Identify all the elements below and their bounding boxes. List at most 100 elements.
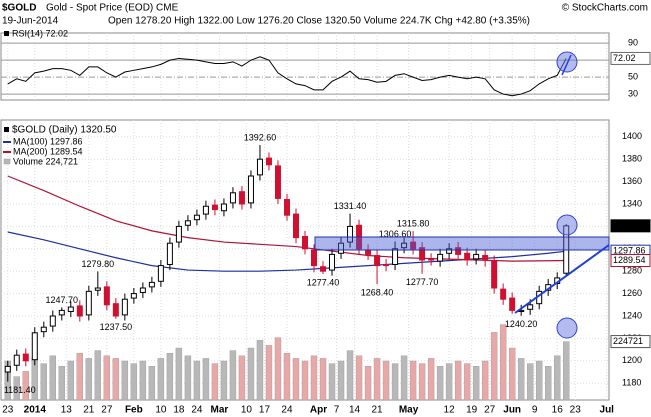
candle-body xyxy=(130,293,137,299)
x-tick-label: 12 xyxy=(444,405,456,416)
candle-body xyxy=(509,297,516,311)
volume-bar xyxy=(400,355,408,401)
x-tick-label: 16 xyxy=(552,405,564,416)
last-value-box xyxy=(610,219,651,233)
legend-entry: MA(200) 1289.54 xyxy=(13,146,83,156)
volume-bar xyxy=(85,358,93,401)
volume-bar xyxy=(274,337,282,401)
candle-body xyxy=(491,260,498,289)
candle-body xyxy=(247,175,254,204)
candle-body xyxy=(157,265,164,282)
volume-bar xyxy=(445,363,453,401)
candle-body xyxy=(374,255,381,267)
price-annotation: 1277.70 xyxy=(406,277,439,287)
price-annotation: 1237.50 xyxy=(100,322,133,332)
x-tick-label: 24 xyxy=(191,405,203,416)
candle-body xyxy=(446,248,453,254)
x-tick-label: 27 xyxy=(484,405,496,416)
x-tick-label: 14 xyxy=(349,405,361,416)
price-annotation: 1277.40 xyxy=(307,277,340,287)
candle-body xyxy=(58,309,65,316)
candle-body xyxy=(13,354,20,366)
rsi-line xyxy=(7,56,567,97)
candle-body xyxy=(67,306,74,313)
candle-body xyxy=(329,253,336,271)
volume-bar xyxy=(310,355,318,401)
x-tick-label: 10 xyxy=(155,405,167,416)
x-tick-label: 24 xyxy=(281,405,293,416)
volume-bar xyxy=(94,350,102,401)
highlight-circle xyxy=(556,317,578,339)
volume-bar xyxy=(427,358,435,401)
rsi-tick-label: 30 xyxy=(628,88,638,98)
volume-bar xyxy=(508,347,516,401)
candle-body xyxy=(229,192,236,204)
price-panel xyxy=(0,119,610,401)
rsi-legend: RSI(14) 72.02 xyxy=(12,28,68,38)
candle-body xyxy=(175,225,182,243)
volume-bar xyxy=(337,360,345,401)
volume-bar xyxy=(409,360,417,401)
x-tick-label: May xyxy=(399,405,419,416)
candle-body xyxy=(410,241,417,250)
rsi-last-box xyxy=(610,51,651,65)
quote: Open 1278.20 High 1322.00 Low 1276.20 Cl… xyxy=(108,16,530,27)
rsi-legend-swatch xyxy=(4,31,9,36)
price-annotation: 1315.80 xyxy=(397,218,430,228)
candle-body xyxy=(455,247,462,255)
last-value-label: 1289.54 xyxy=(613,255,646,265)
x-tick-label: 21 xyxy=(83,405,95,416)
candle-body xyxy=(4,365,11,373)
price-annotation: 1240.20 xyxy=(505,319,538,329)
candle-body xyxy=(202,205,209,215)
ma-line xyxy=(7,231,567,272)
candle-body xyxy=(283,199,290,216)
candle-body xyxy=(211,204,218,211)
volume-bar xyxy=(355,355,363,401)
candle-body xyxy=(94,287,101,291)
volume-bar xyxy=(499,324,507,401)
y-tick-label: 1240 xyxy=(622,310,642,320)
candle-body xyxy=(428,258,435,261)
rsi-tick-label: 90 xyxy=(628,38,638,48)
volume-bar xyxy=(193,360,201,401)
rsi-last-label: 72.02 xyxy=(613,53,636,63)
y-tick-label: 1380 xyxy=(622,154,642,164)
volume-bar xyxy=(130,363,138,401)
x-tick-label: 2014 xyxy=(24,405,47,416)
volume-bar xyxy=(391,363,399,401)
volume-bar xyxy=(166,353,174,401)
candle-body xyxy=(311,249,318,267)
x-tick-label: 17 xyxy=(259,405,271,416)
candle-body xyxy=(437,253,444,262)
x-tick-label: 9 xyxy=(532,405,538,416)
volume-bar xyxy=(157,358,165,401)
candle-body xyxy=(220,203,227,212)
candle-body xyxy=(464,252,471,261)
volume-bar xyxy=(76,353,84,401)
candle-body xyxy=(347,225,354,243)
candle-body xyxy=(184,220,191,226)
volume-bar xyxy=(238,355,246,401)
candle-body xyxy=(40,326,47,333)
candle-body xyxy=(392,248,399,265)
candle-body xyxy=(238,191,245,205)
volume-bar xyxy=(67,360,75,401)
volume-bar xyxy=(256,340,264,401)
volume-bar xyxy=(535,360,543,401)
x-tick-label: 23 xyxy=(570,405,582,416)
volume-bar xyxy=(517,358,525,401)
volume-bar xyxy=(346,350,354,401)
last-value-label: 1320.50 xyxy=(613,220,646,230)
highlight-circle xyxy=(556,214,578,236)
volume-bar xyxy=(175,347,183,401)
price-annotation: 1279.80 xyxy=(82,259,115,269)
volume-bar xyxy=(454,360,462,401)
volume-bar xyxy=(490,332,498,401)
volume-bar xyxy=(292,358,300,401)
y-tick-label: 1180 xyxy=(622,378,641,388)
candle-body xyxy=(166,242,173,265)
y-tick-label: 1280 xyxy=(622,266,642,276)
candle-body xyxy=(139,287,146,293)
